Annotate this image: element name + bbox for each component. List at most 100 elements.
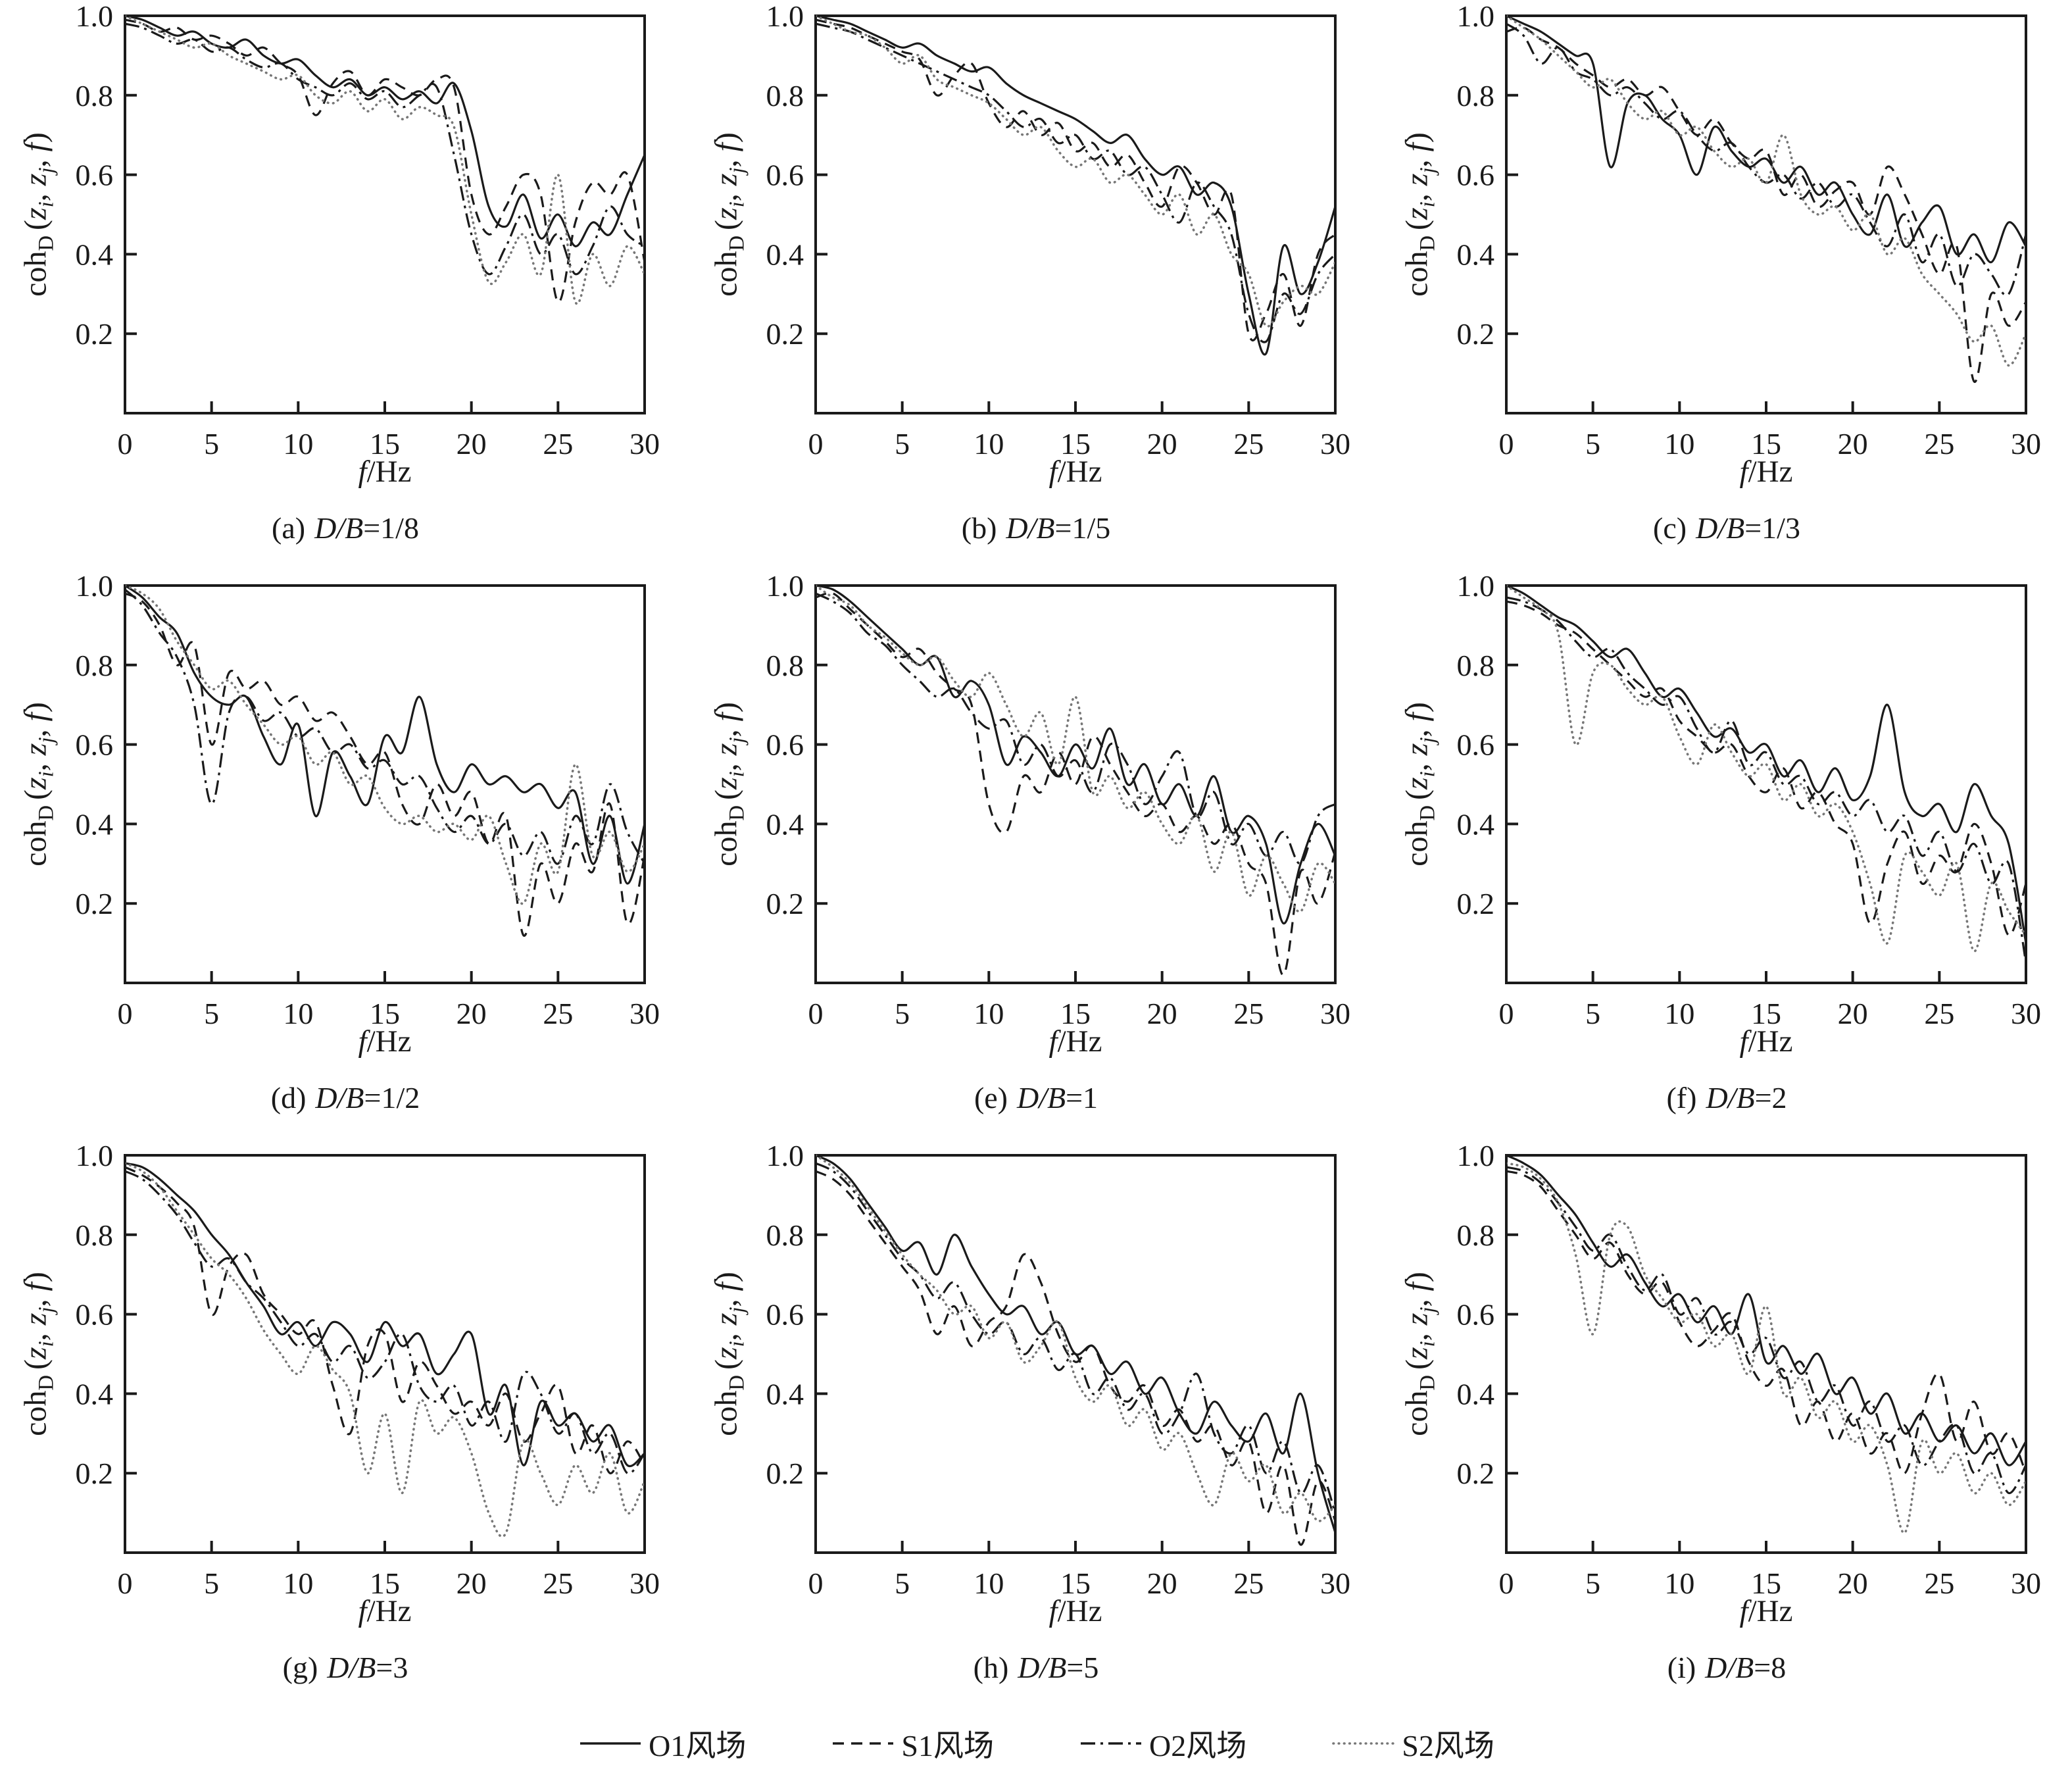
series-line-3 [1507,584,2025,953]
xlabel-f: f [358,1024,367,1059]
series-line-0 [1507,584,2025,943]
x-tick-label: 30 [2011,997,2041,1030]
y-tick-label: 0.4 [1457,807,1495,841]
plot-frame [124,584,646,984]
y-tick-label: 0.4 [766,807,804,841]
x-axis-label: f/Hz [125,1593,645,1629]
plot-area: 0 5 10 15 20 25 30 1.0 0.8 0.6 0.4 0.2 [1457,570,2042,1030]
plot-area: 0 5 10 15 20 25 30 1.0 0.8 0.6 0.4 0.2 [76,1139,660,1600]
x-tick-label: 10 [283,427,313,461]
subplot: cohD(zi, zj, f) 0 5 10 15 20 25 30 1.0 0.8 0.6 0.4… [1381,0,2072,570]
x-axis-label: f/Hz [125,454,645,489]
caption-value: =8 [1754,1651,1787,1684]
y-tick-label: 0.6 [1457,159,1495,192]
x-tick-label: 10 [974,997,1004,1030]
series-line-3 [1507,14,2025,367]
x-tick-label: 30 [2011,1566,2041,1600]
plot-frame [814,14,1337,414]
x-tick-label: 25 [1233,1566,1264,1600]
xlabel-unit: /Hz [1057,1594,1102,1628]
series-group [1507,14,2025,383]
y-tick-label: 0.2 [1457,317,1495,351]
x-axis-label: f/Hz [1506,1024,2026,1059]
xlabel-f: f [1739,455,1748,489]
xlabel-f: f [1048,1594,1058,1628]
y-tick-label: 0.8 [766,649,804,682]
series-group [1507,584,2025,964]
x-tick-label: 30 [2011,427,2041,461]
y-tick-label: 0.2 [766,887,804,920]
caption-index: (b) [961,511,997,545]
y-tick-label: 0.2 [766,317,804,351]
series-line-2 [1507,596,2025,964]
legend-item-o1: O1风场 [578,1722,746,1765]
xlabel-f: f [1048,1024,1058,1059]
y-tick-label: 0.6 [1457,728,1495,762]
x-axis-label: f/Hz [816,454,1335,489]
series-line-2 [126,1170,644,1475]
x-tick-label: 10 [974,1566,1004,1600]
xlabel-unit: /Hz [366,455,412,489]
series-line-1 [1507,600,2025,937]
x-tick-label: 10 [283,1566,313,1600]
legend-sample-dotted-line-icon [1332,1741,1396,1745]
xlabel-f: f [358,455,367,489]
y-tick-label: 0.4 [766,238,804,271]
subplot-caption: (h) D/B=5 [753,1650,1319,1685]
subplot-caption: (g) D/B=3 [62,1650,628,1685]
series-group [126,14,644,305]
x-tick-label: 15 [1751,997,1781,1030]
series-group [126,584,644,937]
y-tick-label: 1.0 [766,570,804,603]
subplot: cohD(zi, zj, f) 0 5 10 15 20 25 30 1.0 0.8 0.6 0.4… [0,570,691,1139]
x-tick-label: 5 [1585,1566,1600,1600]
subplot: cohD(zi, zj, f) 0 5 10 15 20 25 30 1.0 0.8 0.6 0.4… [691,570,1381,1139]
caption-index: (i) [1667,1651,1696,1684]
y-tick-label: 0.6 [76,1298,114,1332]
y-tick-label: 0.8 [1457,79,1495,113]
series-line-2 [816,22,1335,343]
xlabel-unit: /Hz [366,1594,412,1628]
x-tick-label: 5 [1585,427,1600,461]
y-tick-label: 0.6 [76,728,114,762]
subplot: cohD(zi, zj, f) 0 5 10 15 20 25 30 1.0 0.8 0.6 0.4… [1381,1139,2072,1709]
y-tick-label: 0.2 [1457,887,1495,920]
series-line-0 [1507,1154,2025,1466]
y-tick-label: 0.6 [766,1298,804,1332]
series-line-2 [816,592,1335,865]
plot-frame [1505,584,2027,984]
plot-area: 0 5 10 15 20 25 30 1.0 0.8 0.6 0.4 0.2 [766,570,1351,1030]
x-tick-label: 20 [1838,1566,1868,1600]
x-tick-label: 5 [204,1566,219,1600]
x-tick-label: 10 [283,997,313,1030]
plot-frame [814,584,1337,984]
series-line-1 [1507,26,2025,383]
caption-value: =1/5 [1054,511,1111,545]
x-tick-label: 15 [370,427,400,461]
legend-label: S2风场 [1402,1728,1494,1763]
caption-index: (a) [272,511,306,545]
y-tick-label: 0.4 [1457,1377,1495,1411]
x-tick-label: 20 [456,1566,487,1600]
y-tick-label: 1.0 [766,0,804,33]
y-tick-label: 0.8 [766,1218,804,1252]
x-tick-label: 20 [1147,427,1177,461]
xlabel-f: f [358,1594,367,1628]
series-line-2 [1507,1166,2025,1494]
x-tick-label: 30 [1320,1566,1350,1600]
y-tick-label: 1.0 [766,1139,804,1172]
series-line-3 [816,14,1335,328]
y-tick-label: 1.0 [1457,0,1495,33]
plot-area: 0 5 10 15 20 25 30 1.0 0.8 0.6 0.4 0.2 [1457,0,2042,461]
x-tick-label: 5 [895,997,910,1030]
legend-item-o2: O2风场 [1078,1722,1246,1765]
x-tick-label: 0 [1499,997,1514,1030]
plot-frame [124,1154,646,1554]
subplot: cohD(zi, zj, f) 0 5 10 15 20 25 30 1.0 0.8 0.6 0.4… [0,1139,691,1709]
xlabel-unit: /Hz [366,1024,412,1059]
y-tick-label: 1.0 [76,0,114,33]
caption-value: =1/8 [363,511,419,545]
series-line-2 [126,588,644,865]
x-tick-label: 20 [1147,1566,1177,1600]
